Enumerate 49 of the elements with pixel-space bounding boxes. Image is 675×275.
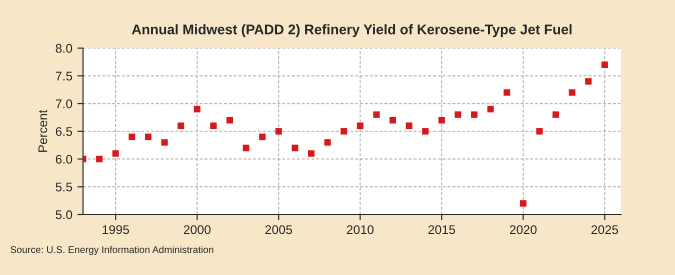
- point: [438, 116, 445, 124]
- point: [406, 122, 412, 130]
- point: [242, 144, 250, 152]
- point: [520, 200, 526, 207]
- x-tick-label: 2005: [265, 225, 292, 234]
- point: [226, 116, 234, 124]
- x-tick-label: 2020: [510, 225, 537, 234]
- point: [259, 134, 266, 140]
- y-tick-label: 5.5: [56, 182, 72, 192]
- y-tick-label: 6.0: [56, 154, 72, 164]
- chart-title: Annual Midwest (PADD 2) Refinery Yield of Kerosene-Type Jet Fuel: [132, 24, 572, 38]
- source-note: Source: U.S. Energy Information Administration: [10, 246, 214, 256]
- x-tick-label: 2015: [428, 225, 456, 234]
- point: [585, 78, 592, 85]
- point: [292, 144, 298, 152]
- point: [552, 111, 560, 118]
- y-tick-label: 7.0: [56, 99, 72, 108]
- point: [356, 122, 364, 130]
- x-tick-label: 2025: [591, 225, 618, 234]
- point: [161, 139, 168, 146]
- point: [275, 128, 282, 135]
- point: [536, 128, 543, 135]
- point: [308, 150, 315, 157]
- point: [422, 128, 429, 135]
- point: [454, 111, 462, 118]
- y-tick-label: 6.5: [56, 127, 72, 136]
- point: [568, 89, 576, 96]
- y-axis-title: Percent: [38, 110, 48, 152]
- point: [210, 122, 217, 130]
- point: [390, 116, 396, 124]
- point: [340, 128, 348, 135]
- point: [504, 89, 510, 96]
- point: [324, 139, 331, 146]
- point: [373, 111, 380, 118]
- point: [601, 62, 608, 68]
- point: [96, 156, 103, 162]
- point: [128, 134, 136, 140]
- y-tick-label: 7.5: [56, 72, 72, 81]
- point: [487, 106, 494, 112]
- x-tick-label: 1995: [102, 225, 130, 234]
- point: [178, 122, 184, 130]
- point: [112, 150, 119, 157]
- x-tick-label: 2010: [346, 225, 374, 234]
- x-tick-label: 2000: [184, 225, 211, 234]
- point: [144, 134, 152, 140]
- point: [194, 106, 200, 112]
- point: [471, 111, 478, 118]
- y-tick-label: 5.0: [56, 210, 72, 220]
- y-tick-label: 8.0: [56, 44, 72, 53]
